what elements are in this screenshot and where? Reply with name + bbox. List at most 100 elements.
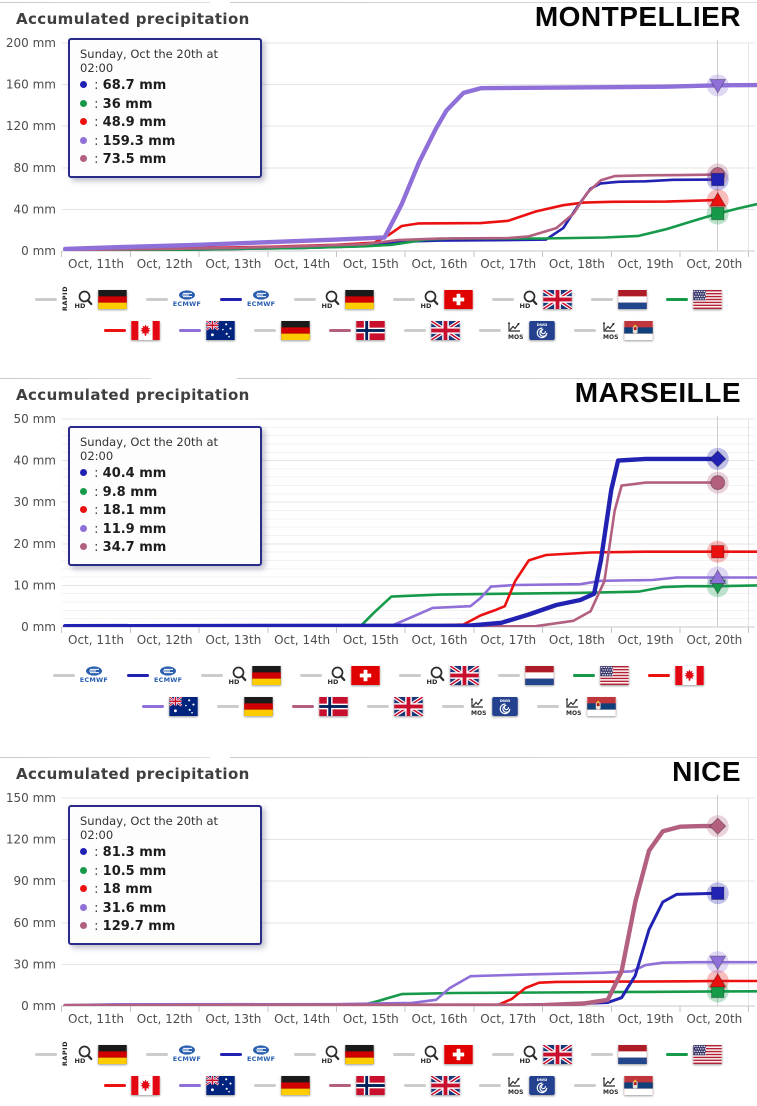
legend-item[interactable] xyxy=(104,1073,160,1097)
legend-item[interactable] xyxy=(254,1073,310,1097)
legend-item[interactable] xyxy=(498,663,555,687)
end-marker-diamond-icon[interactable] xyxy=(709,817,727,835)
legend-item[interactable]: MOS DWD xyxy=(441,694,518,718)
end-marker-square-icon[interactable] xyxy=(711,206,725,221)
legend-item[interactable]: HD xyxy=(399,663,481,687)
svg-text:MOS: MOS xyxy=(471,710,486,716)
x-axis-tick-label: Oct, 14th xyxy=(274,257,330,271)
legend-item[interactable]: RAPID HD xyxy=(34,1041,127,1067)
series-color-dot-icon xyxy=(80,903,87,911)
united-kingdom-flag-icon xyxy=(392,694,424,718)
legend-item[interactable] xyxy=(104,318,160,342)
end-marker-triangle-up-icon[interactable] xyxy=(709,191,727,207)
legend-line-sample xyxy=(34,297,57,301)
legend-item[interactable]: ECMWF xyxy=(127,663,182,687)
end-marker-triangle-down-icon[interactable] xyxy=(709,78,727,94)
legend-item[interactable] xyxy=(216,694,273,718)
legend-item[interactable] xyxy=(591,287,648,311)
series-color-dot-icon xyxy=(80,81,87,88)
plot-area[interactable]: 150 mm 120 mm 90 mm 60 mm 30 mm 0 mm Oct, 11th… xyxy=(0,789,757,1037)
x-axis-tick-label: Oct, 20th xyxy=(686,257,742,271)
legend-item[interactable]: HD xyxy=(201,663,282,687)
mos-icon: MOS xyxy=(564,697,582,717)
legend-item[interactable] xyxy=(329,1073,385,1097)
y-axis-tick-label: 200 mm xyxy=(6,36,56,50)
legend-item[interactable] xyxy=(404,318,461,342)
ecmwf-logo-icon: ECMWF xyxy=(173,290,201,308)
chart-legend: RAPID HD ECMWF ECMWF HD HD HD MOS DWD MOS xyxy=(0,286,757,342)
canada-flag-icon xyxy=(131,320,160,340)
legend-item[interactable]: RAPID HD xyxy=(34,286,127,312)
legend-item[interactable] xyxy=(591,1042,648,1066)
legend-item[interactable]: HD xyxy=(393,1042,474,1066)
end-marker-circle-icon[interactable] xyxy=(710,475,726,491)
legend-line-sample xyxy=(52,673,75,677)
germany-flag-icon xyxy=(281,1075,310,1095)
legend-line-sample xyxy=(393,1052,416,1056)
chart-section-montpellier: Accumulated precipitation MONTPELLIER 20… xyxy=(0,0,757,376)
legend-item[interactable]: HD xyxy=(300,663,381,687)
series-line-usa-green xyxy=(63,584,757,627)
legend-item[interactable] xyxy=(666,287,723,311)
legend-line-sample xyxy=(329,1083,351,1087)
legend-item[interactable]: ECMWF xyxy=(52,663,108,687)
x-axis-tick-label: Oct, 18th xyxy=(549,633,605,647)
x-axis-tick-label: Oct, 13th xyxy=(205,633,261,647)
legend-item[interactable]: MOS xyxy=(536,694,616,718)
ecmwf-logo-icon: ECMWF xyxy=(247,290,275,308)
legend-line-sample xyxy=(404,328,426,332)
y-axis-tick-label: 40 mm xyxy=(14,202,56,216)
legend-line-sample xyxy=(179,1083,201,1087)
legend-item[interactable] xyxy=(291,694,348,718)
legend-item[interactable] xyxy=(666,1042,723,1066)
legend-line-sample xyxy=(220,297,242,301)
legend-item[interactable]: HD xyxy=(294,287,375,311)
end-marker-square-icon[interactable] xyxy=(711,172,725,187)
legend-item[interactable]: ECMWF xyxy=(145,1042,201,1066)
legend-item[interactable]: ECMWF xyxy=(145,287,201,311)
legend-item[interactable]: HD xyxy=(492,287,574,311)
end-marker-triangle-up-icon[interactable] xyxy=(709,568,727,584)
legend-item[interactable] xyxy=(404,1073,461,1097)
svg-text:HD: HD xyxy=(421,1057,432,1064)
legend-item[interactable] xyxy=(141,694,198,718)
legend-line-sample xyxy=(366,704,389,708)
x-axis-tick-label: Oct, 11th xyxy=(68,1012,124,1026)
legend-item[interactable]: MOS xyxy=(574,1073,653,1097)
end-marker-triangle-down-icon[interactable] xyxy=(709,955,727,971)
legend-item[interactable]: HD xyxy=(294,1042,375,1066)
legend-item[interactable]: ECMWF xyxy=(220,1042,275,1066)
legend-item[interactable]: HD xyxy=(393,287,474,311)
legend-item[interactable] xyxy=(179,318,235,342)
legend-item[interactable]: MOS DWD xyxy=(479,318,555,342)
legend-item[interactable] xyxy=(329,318,385,342)
legend-item[interactable]: MOS xyxy=(574,318,653,342)
x-axis-tick-label: Oct, 16th xyxy=(412,633,468,647)
legend-line-sample xyxy=(441,704,464,708)
end-marker-diamond-icon[interactable] xyxy=(709,450,727,468)
dwd-logo-icon: DWD xyxy=(529,320,555,340)
chart-legend: ECMWF ECMWF HD HD HD MOS DWD MOS xyxy=(0,663,757,718)
plot-area[interactable]: 50 mm 40 mm 30 mm 20 mm 10 mm 0 mm Oct, 11th Oc… xyxy=(0,410,757,658)
legend-item[interactable] xyxy=(648,663,705,687)
australia-flag-icon xyxy=(168,695,198,716)
end-marker-square-icon[interactable] xyxy=(711,886,725,900)
legend-line-sample xyxy=(404,1083,426,1087)
legend-item[interactable]: ECMWF xyxy=(220,287,275,311)
legend-item[interactable]: MOS DWD xyxy=(479,1073,555,1097)
legend-item[interactable] xyxy=(254,318,310,342)
x-axis-tick-label: Oct, 17th xyxy=(480,633,536,647)
legend-item[interactable] xyxy=(179,1073,235,1097)
legend-item[interactable] xyxy=(366,694,424,718)
end-marker-square-icon[interactable] xyxy=(711,545,725,559)
legend-item[interactable]: HD xyxy=(492,1042,574,1066)
chart-title: Accumulated precipitation xyxy=(16,386,250,404)
end-marker-triangle-up-icon[interactable] xyxy=(709,972,727,988)
plot-area[interactable]: 200 mm 160 mm 120 mm 80 mm 40 mm 0 mm Oct, 11t… xyxy=(0,34,757,282)
tooltip-rows: : 68.7 mm : 36 mm : 48.9 mm : 159.3 mm :… xyxy=(80,77,250,170)
legend-line-sample xyxy=(254,328,276,332)
united-kingdom-flag-icon xyxy=(430,1073,461,1097)
y-axis-tick-label: 10 mm xyxy=(14,578,56,592)
legend-item[interactable] xyxy=(573,663,630,687)
